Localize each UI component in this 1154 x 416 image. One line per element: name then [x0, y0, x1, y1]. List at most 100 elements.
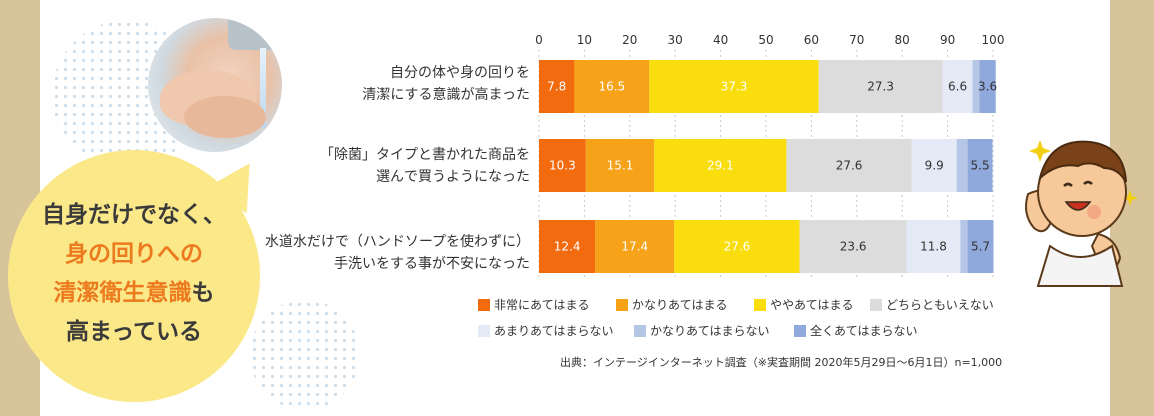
x-tick-label: 100 [982, 33, 1005, 47]
bar-segment [654, 139, 787, 192]
legend-label-3: ややあてはまる [770, 298, 854, 312]
x-tick-label: 40 [713, 33, 728, 47]
callout-text: 自身だけでなく、 身の回りへの 清潔衛生意識も 高まっている [8, 196, 260, 352]
legend-swatch-5 [478, 324, 490, 337]
bar-segment [911, 139, 957, 192]
row-label-2-line-1: 「除菌」タイプと書かれた商品を [320, 147, 530, 163]
bar-segment [574, 60, 650, 113]
callout-line-2: 身の回りへの [65, 241, 203, 267]
row-label-1: 自分の体や身の回りを 清潔にする意識が高まった [362, 62, 530, 106]
legend-item-1: 非常にあてはまる [478, 296, 590, 313]
x-tick-label: 20 [622, 33, 637, 47]
data-label: 29.1 [707, 159, 734, 173]
sparkle-icon [1029, 140, 1051, 162]
legend-label-6: かなりあてはまらない [650, 324, 770, 338]
callout-line-3-rest: も [191, 280, 215, 306]
legend-label-2: かなりあてはまる [632, 298, 728, 312]
bar-segment [539, 220, 596, 273]
legend-swatch-7 [794, 324, 806, 337]
legend-item-3: ややあてはまる [754, 296, 854, 313]
legend-item-4: どちらともいえない [870, 296, 994, 313]
bar-segment [585, 139, 655, 192]
sparkle-icon [1122, 190, 1138, 206]
data-label: 7.8 [547, 80, 566, 94]
water-stream [260, 48, 266, 128]
legend-swatch-2 [616, 298, 628, 311]
hand [184, 96, 266, 138]
bar-segment [786, 139, 912, 192]
bar-segment [799, 220, 907, 273]
legend-item-6: かなりあてはまらない [634, 322, 770, 339]
bar-segment [674, 220, 800, 273]
hair [1038, 140, 1127, 183]
callout-line-1: 自身だけでなく、 [42, 202, 226, 228]
data-label: 6.6 [948, 80, 967, 94]
data-label: 27.3 [867, 80, 894, 94]
data-label: 23.6 [840, 240, 867, 254]
row-label-3-line-1: 水道水だけで（ハンドソープを使わずに） [264, 234, 530, 250]
row-label-2-line-2: 選んで買うようになった [376, 169, 530, 185]
x-tick-label: 60 [804, 33, 819, 47]
data-label: 16.5 [599, 80, 626, 94]
legend-swatch-1 [478, 298, 490, 311]
stacked-bar-chart: 0 10 20 30 40 50 60 70 80 90 100 7.8 16.5 37.3 27.3 6.6… [535, 33, 1005, 278]
x-tick-label: 80 [895, 33, 910, 47]
eye [1063, 182, 1073, 187]
bar-segment [539, 139, 586, 192]
legend-label-5: あまりあてはまらない [494, 324, 614, 338]
data-label: 9.9 [925, 159, 944, 173]
legend-label-4: どちらともいえない [886, 298, 994, 312]
data-label: 11.8 [920, 240, 947, 254]
bar-segment [956, 139, 968, 192]
data-label: 27.6 [724, 240, 751, 254]
data-label: 5.7 [971, 240, 990, 254]
legend-item-7: 全くあてはまらない [794, 322, 918, 339]
data-label: 37.3 [721, 80, 748, 94]
bar-segment [649, 60, 819, 113]
legend-swatch-3 [754, 298, 766, 311]
x-tick-label: 50 [758, 33, 773, 47]
legend-label-7: 全くあてはまらない [810, 324, 918, 338]
row-label-3: 水道水だけで（ハンドソープを使わずに） 手洗いをする事が不安になった [265, 231, 530, 275]
dot-pattern [250, 300, 360, 410]
smiling-boy-illustration [1025, 140, 1138, 287]
x-tick-label: 0 [535, 33, 543, 47]
shirt [1036, 244, 1124, 287]
bar-segment [967, 139, 993, 192]
bar-segment [595, 220, 675, 273]
bar-segment [906, 220, 961, 273]
legend-item-5: あまりあてはまらない [478, 322, 614, 339]
bar-segment [960, 220, 968, 273]
legend-swatch-6 [634, 324, 646, 337]
data-label: 27.6 [836, 159, 863, 173]
mouth [1064, 201, 1092, 211]
data-label: 12.4 [554, 240, 581, 254]
bar-segment [539, 60, 575, 113]
bar-segment [967, 220, 994, 273]
row-label-1-line-1: 自分の体や身の回りを [390, 65, 530, 81]
x-tick-label: 70 [849, 33, 864, 47]
eye [1083, 180, 1093, 185]
callout-line-3-highlight: 清潔衛生意識 [53, 280, 192, 306]
faucet [228, 18, 282, 50]
legend-label-1: 非常にあてはまる [494, 298, 590, 312]
x-tick-label: 30 [668, 33, 683, 47]
source-note: 出典：インテージインターネット調査（※実査期間 2020年5月29日〜6月1日）… [560, 356, 1003, 369]
x-tick-label: 90 [940, 33, 955, 47]
legend-item-2: かなりあてはまる [616, 296, 728, 313]
bar-segment [979, 60, 996, 113]
legend-swatch-4 [870, 298, 882, 311]
x-tick-label: 10 [577, 33, 592, 47]
bar-segment [818, 60, 943, 113]
data-label: 5.5 [971, 159, 990, 173]
bar-segment [972, 60, 980, 113]
data-label: 10.3 [549, 159, 576, 173]
row-label-2: 「除菌」タイプと書かれた商品を 選んで買うようになった [320, 144, 530, 188]
bar-segment [942, 60, 973, 113]
row-label-1-line-2: 清潔にする意識が高まった [362, 87, 530, 103]
callout-line-3: 清潔衛生意識も [8, 274, 260, 313]
handwashing-photo [148, 18, 282, 152]
data-label: 17.4 [621, 240, 648, 254]
callout-line-4: 高まっている [66, 319, 202, 345]
